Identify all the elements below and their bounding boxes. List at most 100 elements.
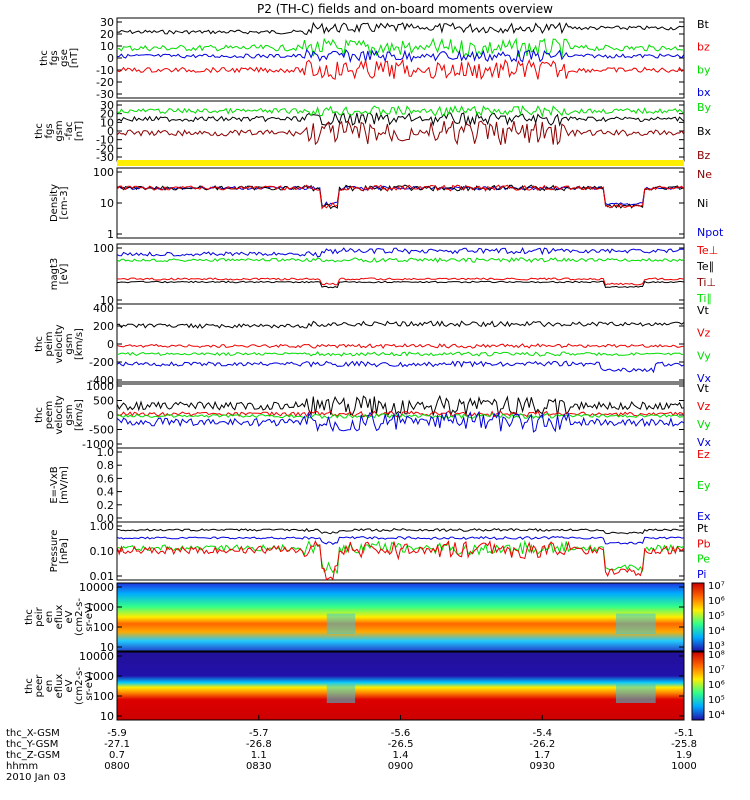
y-tick-label: 30 bbox=[100, 99, 114, 112]
y-tick-label: 0 bbox=[107, 52, 114, 65]
colorbar-tick-label: 10⁵ bbox=[708, 611, 725, 622]
series-Ti-perp bbox=[116, 277, 685, 286]
series-Te-par bbox=[116, 280, 685, 289]
y-tick-label: 30 bbox=[100, 16, 114, 29]
series-Ne bbox=[116, 184, 685, 210]
series-Bz bbox=[116, 119, 685, 146]
x-axis-value: 1.1 bbox=[251, 750, 267, 761]
series-bz bbox=[116, 58, 685, 81]
y-tick-label: -20 bbox=[96, 76, 114, 89]
x-axis-value: 1000 bbox=[671, 761, 696, 772]
x-axis-value: -27.1 bbox=[104, 739, 130, 750]
legend-entry: Ti⊥ bbox=[696, 276, 716, 289]
y-tick-label: 1000 bbox=[86, 670, 114, 683]
x-axis-value: -25.8 bbox=[671, 739, 697, 750]
legend-entry: Ni bbox=[697, 197, 708, 210]
y-tick-label: -10 bbox=[96, 134, 114, 147]
x-axis-value: 1.7 bbox=[534, 750, 550, 761]
y-axis-label: [cm-3] bbox=[59, 186, 70, 219]
y-axis-label: thc bbox=[34, 336, 45, 352]
spectrogram-1 bbox=[117, 583, 684, 651]
legend-entry: Te⊥ bbox=[696, 244, 718, 257]
y-axis-label: Density bbox=[49, 184, 60, 222]
x-axis-value: -5.9 bbox=[107, 728, 127, 739]
y-tick-label: 0.8 bbox=[97, 459, 115, 472]
y-axis-label: -fac bbox=[64, 122, 75, 141]
panel-9: 1.00 0.10 0.01 Pressure [nPa] Pt Pb Pe Pi bbox=[49, 520, 711, 583]
panel-4: 100 10 1 Density [cm-3] Ne Ni Npot bbox=[49, 166, 724, 241]
legend-entry: bx bbox=[697, 86, 711, 99]
quality-flag-bar bbox=[117, 160, 684, 166]
panel-8: 1.00.80.60.40.20.0 E=-VxB [mV/m] Ez Ey Ex bbox=[49, 446, 711, 525]
y-axis-label: peim bbox=[44, 331, 55, 356]
y-tick-label: -30 bbox=[96, 88, 114, 101]
y-axis-label: gsm bbox=[54, 120, 65, 141]
y-tick-label: 0.2 bbox=[97, 499, 115, 512]
x-axis-value: 1.9 bbox=[676, 750, 692, 761]
y-tick-label: -500 bbox=[89, 424, 114, 437]
panel-frame bbox=[116, 582, 685, 652]
y-axis-label: [km/s] bbox=[74, 328, 85, 360]
y-axis-label: velocity bbox=[54, 324, 65, 363]
series-Pt bbox=[116, 528, 685, 535]
x-axis-value: -26.5 bbox=[388, 739, 414, 750]
y-axis-label: [nT] bbox=[69, 48, 80, 68]
y-axis-label: peir bbox=[34, 606, 45, 626]
y-axis-label: eflux bbox=[54, 605, 65, 630]
y-tick-label: 0.0 bbox=[97, 512, 115, 525]
x-axis-value: 0.7 bbox=[109, 750, 125, 761]
y-tick-label: 400 bbox=[93, 302, 114, 315]
spectrogram-feature bbox=[615, 613, 656, 634]
colorbar-tick-label: 10⁷ bbox=[708, 665, 725, 676]
y-axis-label: (cm2-s- bbox=[74, 598, 85, 636]
y-axis-label: Pressure bbox=[49, 530, 60, 573]
legend-entry: Vx bbox=[697, 436, 712, 449]
y-axis-label: E=-VxB bbox=[49, 466, 60, 503]
legend-entry: Vy bbox=[697, 418, 711, 431]
y-axis-label: thc bbox=[34, 407, 45, 423]
colorbar-tick-label: 10⁴ bbox=[708, 710, 725, 721]
x-axis-value: 0830 bbox=[246, 761, 271, 772]
y-axis-label: peer bbox=[34, 674, 45, 698]
y-tick-label: 0.4 bbox=[97, 486, 115, 499]
y-tick-label: 10 bbox=[100, 197, 114, 210]
y-axis-label: sr-eV) bbox=[84, 671, 95, 700]
panel-frame bbox=[116, 167, 685, 239]
y-axis-label: velocity bbox=[54, 395, 65, 434]
y-axis-label: eV bbox=[64, 610, 75, 623]
x-axis-row-label: thc_X-GSM bbox=[6, 728, 60, 739]
y-tick-label: 10 bbox=[100, 294, 114, 307]
y-tick-label: 20 bbox=[100, 28, 114, 41]
colorbar-tick-label: 10⁷ bbox=[708, 581, 725, 592]
legend-entry: Vz bbox=[697, 400, 711, 413]
y-axis-label: (cm2-s- bbox=[74, 667, 85, 705]
y-axis-label: fgs bbox=[49, 50, 60, 65]
y-tick-label: 0.01 bbox=[90, 570, 115, 583]
y-tick-label: -1000 bbox=[82, 438, 114, 451]
legend-entry: Vt bbox=[697, 304, 710, 317]
panel-frame bbox=[116, 17, 685, 99]
x-axis-value: 0900 bbox=[388, 761, 413, 772]
series-Vx bbox=[116, 410, 685, 433]
legend-entry: Ex bbox=[697, 510, 711, 523]
y-axis-label: thc bbox=[39, 50, 50, 66]
panel-10: 10⁷ 10⁶ 10⁵ 10⁴ 10³ 10000 1000 100 10 thc peir en ef… bbox=[24, 581, 725, 654]
y-axis-label: [mV/m] bbox=[59, 466, 70, 504]
y-axis-label: eflux bbox=[54, 674, 65, 699]
spectrogram-feature bbox=[326, 682, 356, 703]
legend-entry: Ne bbox=[697, 168, 712, 181]
series-Pb bbox=[116, 540, 685, 581]
y-axis-label: eV bbox=[64, 679, 75, 692]
legend-entry: Bx bbox=[697, 125, 712, 138]
y-tick-label: 10 bbox=[100, 116, 114, 129]
y-tick-label: 20 bbox=[100, 108, 114, 121]
panel-11: 10⁸ 10⁷ 10⁶ 10⁵ 10⁴ 10000 1000 100 10 thc peer en ef… bbox=[24, 650, 725, 723]
legend-entry: Pi bbox=[697, 568, 706, 581]
y-axis-label: en bbox=[44, 680, 55, 693]
legend-entry: Vy bbox=[697, 349, 711, 362]
colorbar-tick-label: 10⁸ bbox=[708, 650, 725, 661]
y-axis-label: [km/s] bbox=[74, 399, 85, 431]
series-Vt bbox=[116, 320, 685, 329]
